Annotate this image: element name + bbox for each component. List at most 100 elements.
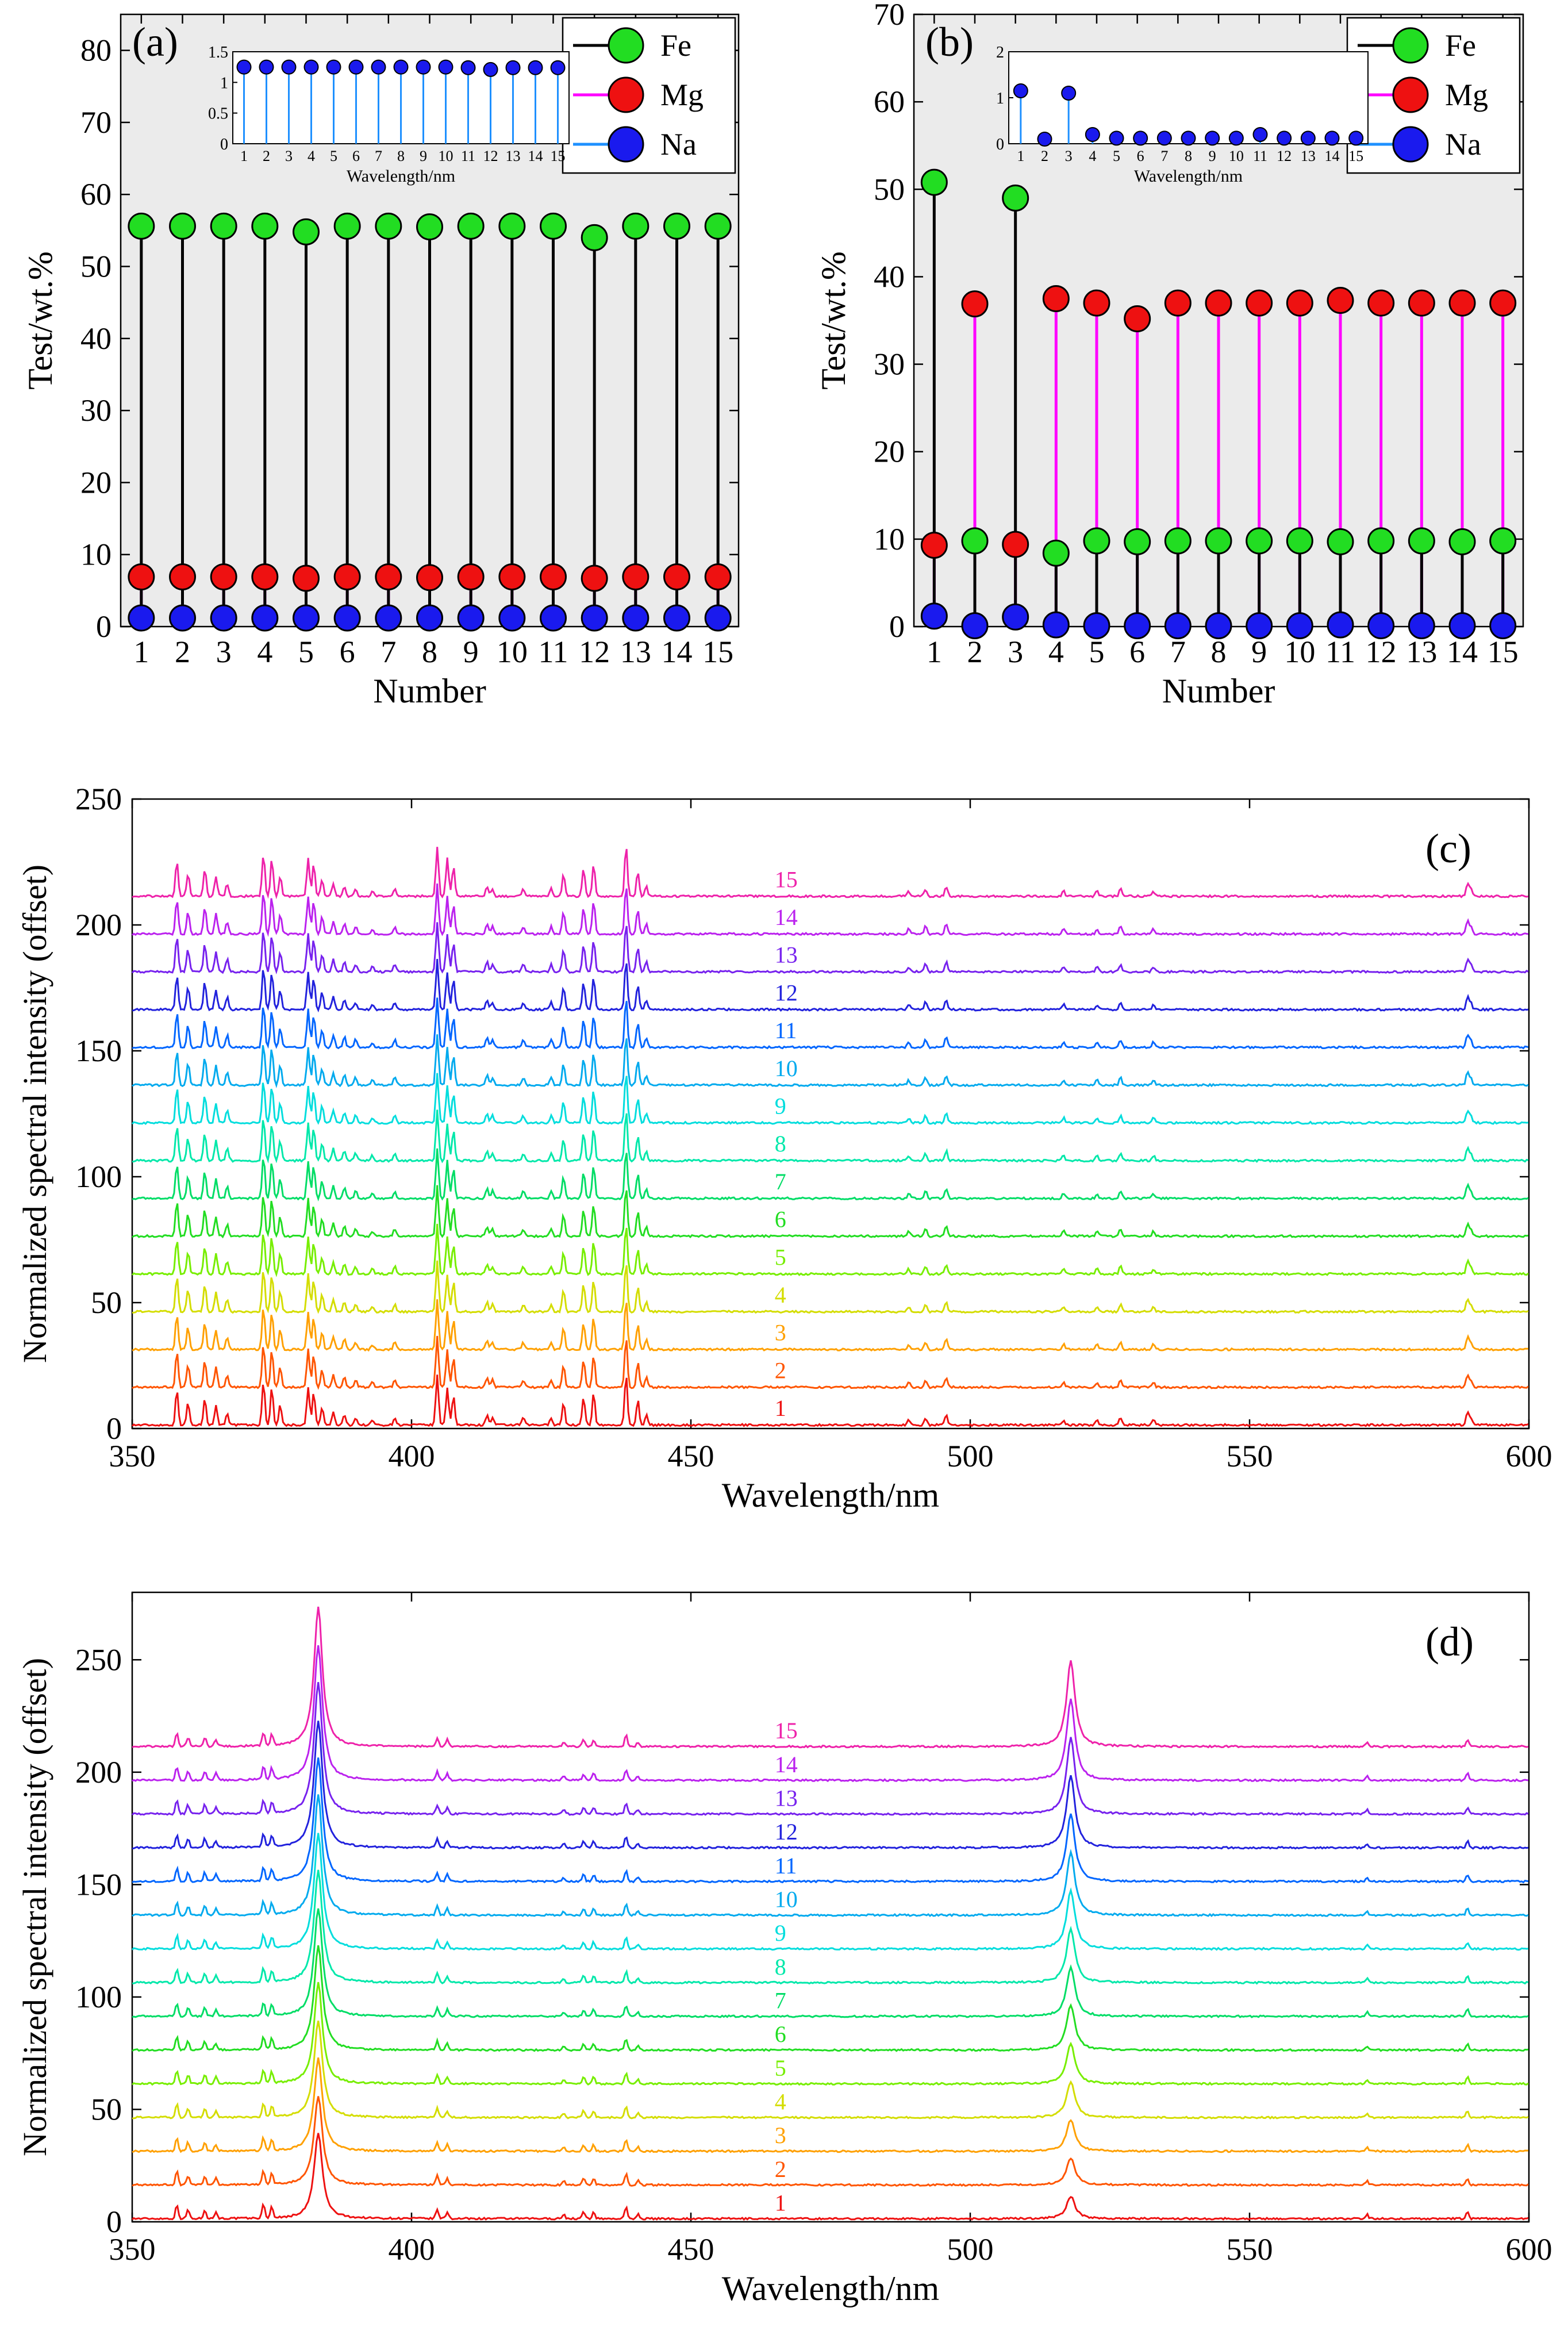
inset-y-tick-label: 1	[220, 74, 228, 92]
inset-x-tick-label: 14	[1325, 148, 1340, 164]
stem-marker-mg	[128, 563, 155, 591]
y-tick-label: 0	[96, 609, 112, 644]
x-tick-label: 1	[133, 635, 149, 669]
inset-x-tick-label: 15	[551, 148, 566, 164]
inset-stem-marker	[1037, 132, 1052, 147]
inset-x-tick-label: 6	[352, 148, 360, 164]
inset-x-tick-label: 10	[1229, 148, 1244, 164]
inset-x-tick-label: 14	[528, 148, 543, 164]
spectrum-line-5	[132, 1982, 1529, 2086]
x-tick-label: 600	[1506, 2232, 1552, 2267]
x-axis-label: Number	[1162, 672, 1275, 710]
stem-marker-na	[540, 604, 567, 632]
spectrum-line-5	[131, 1223, 1529, 1277]
stem-marker-fe	[663, 212, 690, 240]
inset-stem-marker	[1348, 130, 1364, 146]
inset-y-tick-label: 2	[996, 44, 1004, 62]
stem-marker-fe	[1083, 527, 1110, 555]
stem-marker-fe	[581, 224, 608, 251]
spectrum-label-3: 3	[775, 2122, 786, 2148]
inset-x-tick-label: 7	[1160, 148, 1168, 164]
stem-marker-na	[1246, 612, 1273, 639]
stem-marker-na	[1083, 612, 1110, 639]
inset-y-tick-label: 1	[996, 90, 1004, 107]
stem-marker-fe	[1002, 185, 1029, 212]
y-tick-label: 10	[874, 522, 905, 556]
inset-y-tick-label: 0.5	[208, 105, 228, 123]
spectrum-line-3	[132, 1299, 1529, 1352]
spectrum-label-5: 5	[775, 2055, 786, 2081]
stem-marker-fe	[1205, 527, 1232, 555]
inset-x-tick-label: 6	[1137, 148, 1144, 164]
panel-label: (c)	[1425, 825, 1471, 871]
stem-marker-fe	[416, 213, 443, 241]
stem-marker-fe	[169, 212, 196, 240]
stem-marker-fe	[704, 212, 732, 240]
stem-marker-mg	[1448, 289, 1476, 317]
stem-marker-fe	[1164, 527, 1192, 555]
inset-x-tick-label: 5	[1113, 148, 1120, 164]
spectrum-line-10	[132, 1034, 1529, 1089]
stem-marker-na	[1408, 612, 1435, 639]
stem-marker-mg	[704, 563, 732, 591]
y-tick-label: 60	[80, 177, 112, 212]
spectrum-label-15: 15	[775, 866, 798, 892]
spectrum-label-8: 8	[775, 1954, 786, 1980]
inset-x-axis-label: Wavelength/nm	[347, 167, 455, 186]
inset-x-tick-label: 12	[483, 148, 498, 164]
x-tick-label: 350	[109, 2232, 156, 2267]
stem-marker-mg	[622, 563, 650, 591]
y-tick-label: 200	[75, 1755, 122, 1790]
inset-x-tick-label: 2	[1041, 148, 1048, 164]
stem-marker-mg	[498, 563, 526, 591]
panel-label: (b)	[925, 19, 974, 65]
y-tick-label: 40	[874, 259, 905, 294]
stem-marker-na	[169, 604, 196, 632]
x-tick-label: 8	[422, 635, 437, 669]
panel-label: (a)	[132, 19, 178, 65]
spectrum-label-4: 4	[775, 2088, 786, 2114]
x-tick-label: 10	[497, 635, 528, 669]
legend-label-na: Na	[1445, 127, 1481, 162]
inset-x-tick-label: 1	[1017, 148, 1024, 164]
x-tick-label: 450	[668, 1439, 714, 1473]
inset-x-tick-label: 7	[375, 148, 382, 164]
x-tick-label: 4	[257, 635, 272, 669]
stem-marker-na	[704, 604, 732, 632]
x-tick-label: 600	[1506, 1439, 1552, 1473]
spectrum-label-12: 12	[775, 980, 798, 1005]
spectrum-line-6	[132, 1945, 1529, 2052]
stem-marker-mg	[293, 565, 320, 592]
legend-label-fe: Fe	[1445, 28, 1476, 63]
stem-marker-na	[128, 604, 155, 632]
inset-x-tick-label: 8	[1185, 148, 1192, 164]
spectrum-line-12	[132, 1721, 1529, 1850]
stem-marker-na	[1327, 611, 1354, 639]
stem-marker-fe	[540, 212, 567, 240]
stem-marker-mg	[920, 532, 948, 559]
y-tick-label: 70	[874, 0, 905, 32]
spectrum-line-1	[132, 2133, 1529, 2221]
spectrum-label-7: 7	[775, 1169, 786, 1195]
inset-stem-marker	[1181, 130, 1196, 146]
stem-marker-mg	[210, 563, 237, 591]
inset-stem-marker	[483, 62, 498, 77]
spectrum-label-10: 10	[775, 1887, 798, 1913]
spectrum-line-9	[131, 1073, 1529, 1126]
inset-x-tick-label: 8	[397, 148, 405, 164]
y-tick-label: 80	[80, 33, 112, 68]
y-tick-label: 250	[75, 1642, 122, 1677]
spectrum-label-1: 1	[775, 2190, 786, 2215]
inset-x-tick-label: 11	[461, 148, 475, 164]
spectrum-line-13	[131, 922, 1529, 975]
spectrum-label-14: 14	[775, 904, 798, 930]
spectrum-line-7	[132, 1908, 1529, 2018]
x-tick-label: 7	[1170, 635, 1186, 669]
x-tick-label: 13	[620, 635, 651, 669]
panel-d-spectra-chart: 0 50 100 150 200 250 350 400 450 500 550 600 Wavelen…	[16, 1591, 1552, 2307]
stem-marker-mg	[1205, 289, 1232, 317]
spectrum-label-14: 14	[775, 1752, 798, 1777]
stem-marker-fe	[1327, 528, 1354, 555]
stem-marker-fe	[920, 168, 948, 196]
stem-marker-mg	[1367, 289, 1395, 317]
